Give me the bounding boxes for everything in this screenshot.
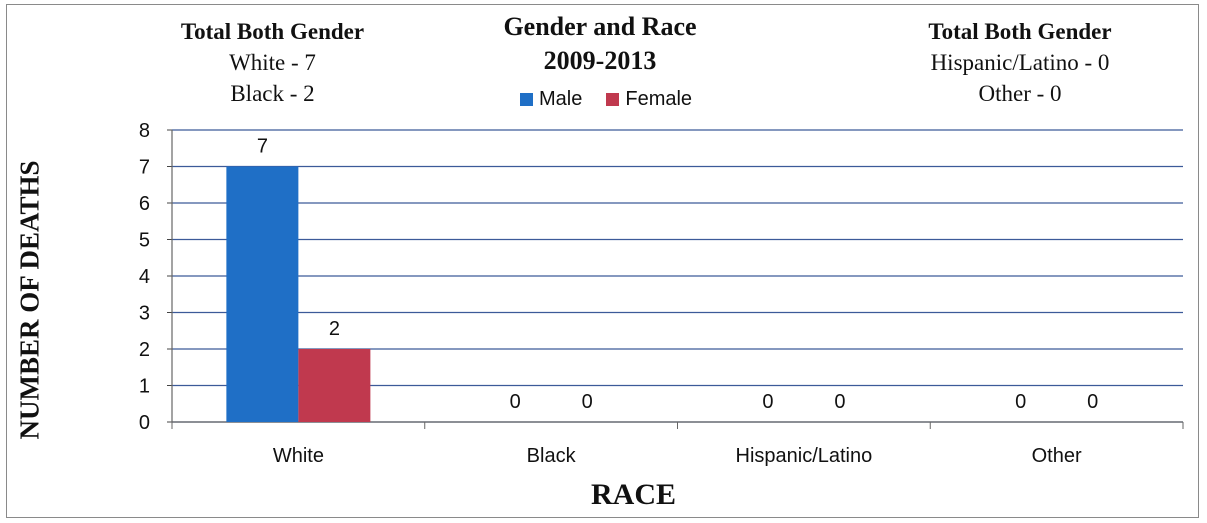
data-label: 0 [834,391,845,413]
bar-male-white [226,167,298,423]
y-tick-label: 8 [139,120,150,142]
bar-female-white [298,349,370,422]
data-label: 0 [1015,391,1026,413]
data-label: 2 [329,318,340,340]
y-tick-label: 1 [139,376,150,398]
x-tick-label: Black [527,445,577,467]
y-tick-label: 5 [139,230,150,252]
y-tick-label: 3 [139,303,150,325]
x-tick-label: White [273,445,324,467]
y-tick-label: 0 [139,412,150,434]
data-label: 7 [257,136,268,158]
data-label: 0 [1087,391,1098,413]
data-label: 0 [762,391,773,413]
data-label: 0 [582,391,593,413]
y-tick-label: 2 [139,339,150,361]
data-label: 0 [510,391,521,413]
y-tick-label: 6 [139,193,150,215]
x-tick-label: Other [1032,445,1082,467]
x-tick-label: Hispanic/Latino [736,445,873,467]
y-tick-label: 4 [139,266,150,288]
y-tick-label: 7 [139,157,150,179]
